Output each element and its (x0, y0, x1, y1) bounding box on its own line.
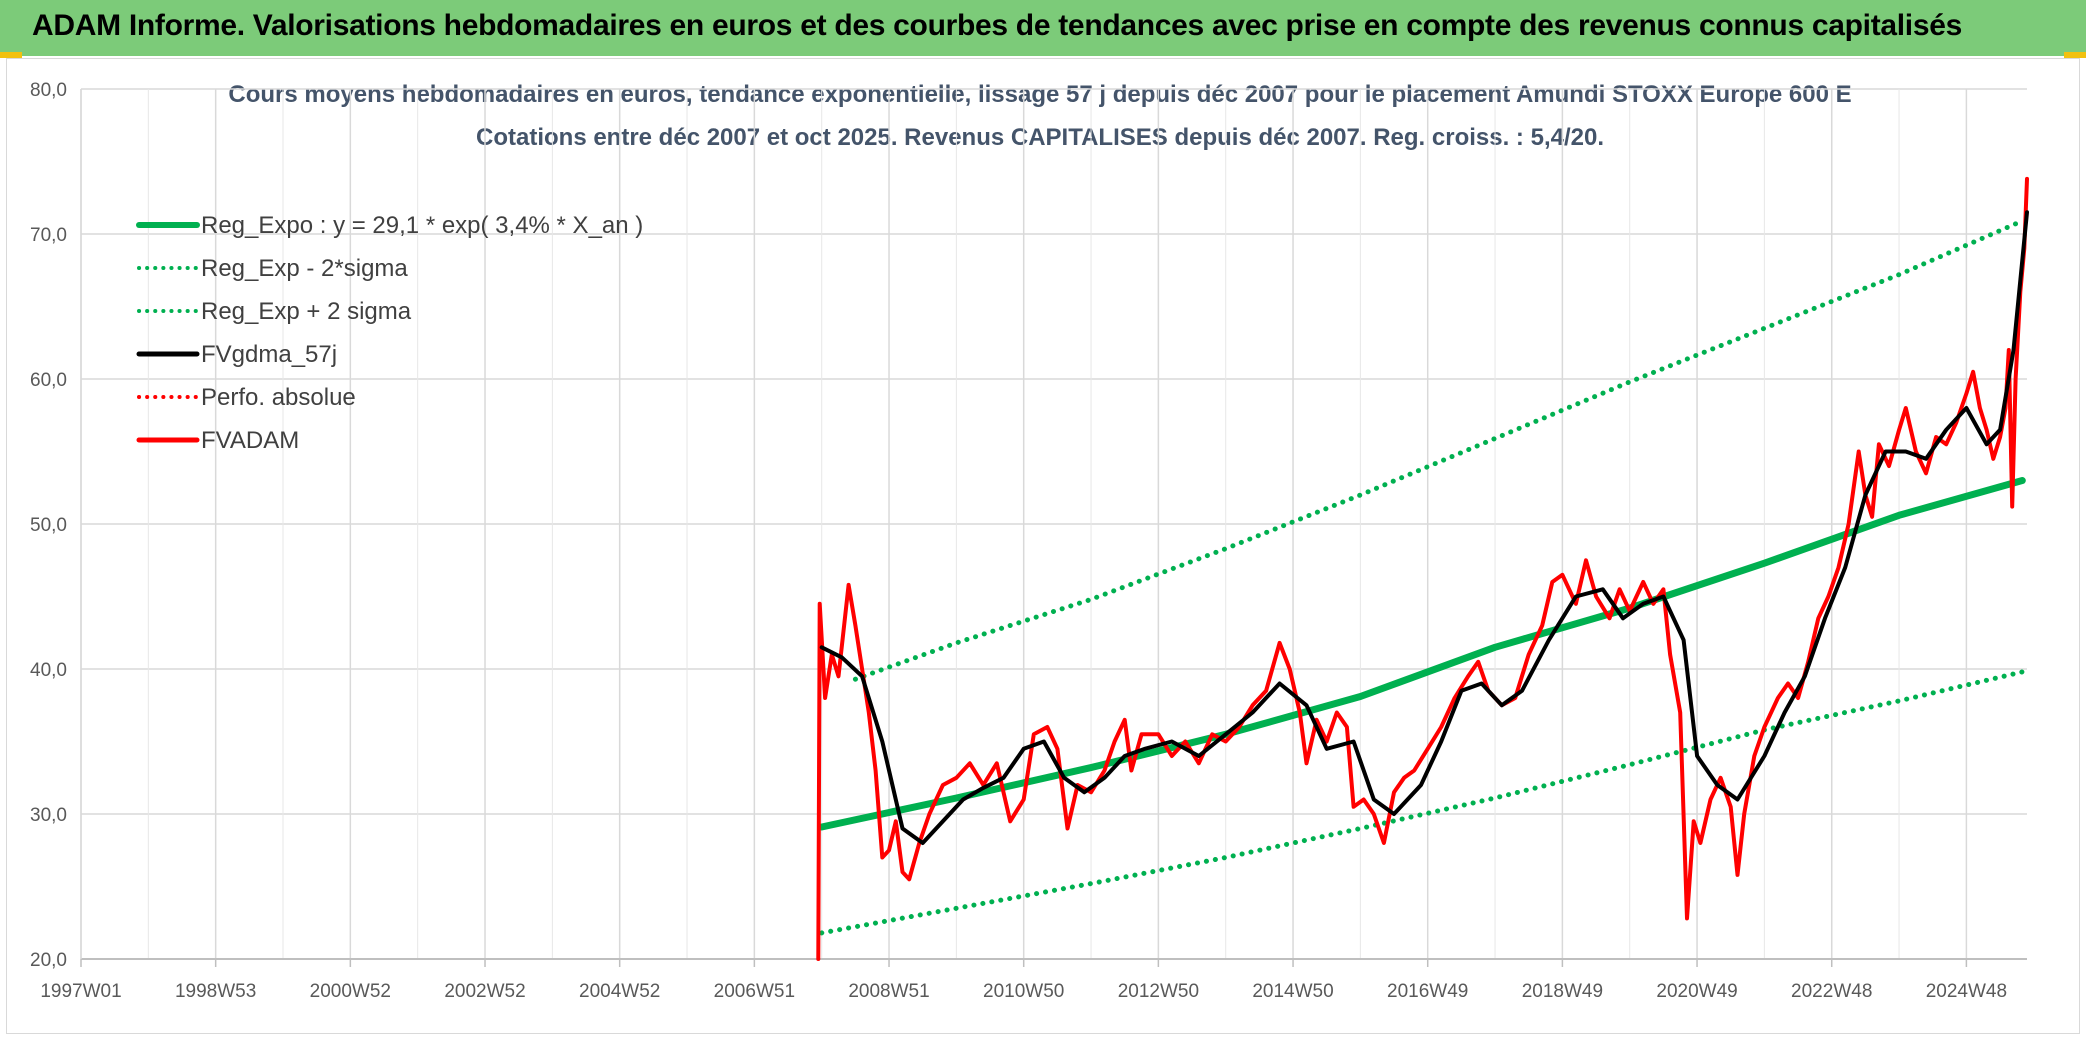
legend-label: FVADAM (201, 427, 299, 454)
x-tick-label: 2002W52 (444, 981, 525, 1002)
series-line-1 (819, 669, 2025, 936)
x-tick-label: 1997W01 (40, 981, 121, 1002)
chart-subtitle: Cotations entre déc 2007 et oct 2025. Re… (476, 124, 1604, 151)
grid (80, 88, 2027, 960)
x-tick-label: 2010W50 (983, 981, 1064, 1002)
legend-label: Reg_Exp - 2*sigma (201, 255, 408, 282)
x-tick-label: 2016W49 (1387, 981, 1468, 1002)
y-tick-label: 20,0 (30, 950, 67, 971)
chart-title: Cours moyens hebdomadaires en euros, ten… (228, 81, 1851, 108)
y-tick-label: 70,0 (30, 225, 67, 246)
axes: 20,0 30,0 40,0 50,0 60,0 70,0 80,0 1997W01 1998W… (30, 80, 2027, 1002)
x-tick-label: 2006W51 (714, 981, 795, 1002)
series-line-0 (818, 477, 2026, 831)
x-tick-label: 2014W50 (1252, 981, 1333, 1002)
x-tick-label: 2022W48 (1791, 981, 1872, 1002)
y-tick-label: 30,0 (30, 805, 67, 826)
series-line-5 (816, 176, 2029, 961)
legend-label: Reg_Expo : y = 29,1 * exp( 3,4% * X_an ) (201, 212, 643, 239)
report-banner: ADAM Informe. Valorisations hebdomadaire… (0, 0, 2086, 58)
line-chart: Cours moyens hebdomadaires en euros, ten… (30, 80, 2029, 1002)
x-tick-label: 2004W52 (579, 981, 660, 1002)
x-tick-label: 2024W48 (1926, 981, 2007, 1002)
legend-label: FVgdma_57j (201, 341, 337, 368)
y-tick-label: 80,0 (30, 80, 67, 101)
banner-corner-right (2064, 52, 2086, 58)
x-tick-label: 2020W49 (1656, 981, 1737, 1002)
series-line-2 (852, 218, 2025, 682)
x-tick-label: 2018W49 (1522, 981, 1603, 1002)
y-tick-label: 40,0 (30, 660, 67, 681)
series-lines (816, 176, 2029, 961)
x-tick-label: 2008W51 (848, 981, 929, 1002)
legend: Reg_Expo : y = 29,1 * exp( 3,4% * X_an )… (136, 212, 643, 454)
report-title: ADAM Informe. Valorisations hebdomadaire… (32, 9, 1963, 42)
y-tick-label: 60,0 (30, 370, 67, 391)
x-tick-label: 2000W52 (310, 981, 391, 1002)
x-tick-label: 1998W53 (175, 981, 256, 1002)
series-line-3 (819, 210, 2029, 845)
legend-label: Reg_Exp + 2 sigma (201, 298, 412, 325)
x-tick-label: 2012W50 (1118, 981, 1199, 1002)
banner-corner-left (0, 52, 22, 58)
chart-area: Cours moyens hebdomadaires en euros, ten… (6, 58, 2080, 1034)
y-tick-label: 50,0 (30, 515, 67, 536)
legend-label: Perfo. absolue (201, 384, 356, 411)
